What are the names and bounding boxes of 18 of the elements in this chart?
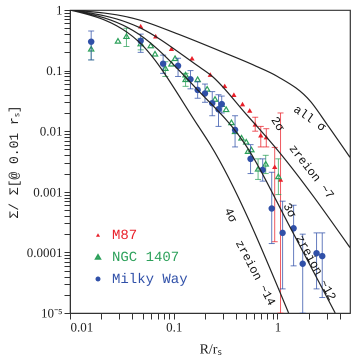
x-axis-title: R/rₛ: [200, 342, 222, 358]
y-tick-label: 0.01: [40, 124, 62, 139]
y-tick-label: 0.0001: [26, 244, 62, 260]
annotation: 2σ: [267, 114, 288, 135]
x-tick-label: 1: [274, 320, 282, 334]
x-tick-label: 0.01: [70, 320, 94, 334]
y-tick-label: 10⁻⁵: [40, 306, 62, 320]
legend-label: M87: [112, 228, 138, 244]
annotation: 4σ: [220, 206, 240, 226]
y-tick-label: 1: [56, 2, 62, 18]
annotation: all σ: [290, 102, 329, 136]
y-tick-label: 0.001: [33, 184, 62, 200]
legend-label: NGC 1407: [112, 250, 180, 266]
y-tick-label: 0.1: [46, 63, 62, 78]
annotation: 3σ: [280, 200, 300, 221]
x-tick-label: 0.1: [166, 320, 182, 334]
y-axis-title: Σ/ Σ[@ 0.01 rₛ]: [6, 105, 22, 219]
legend-label: Milky Way: [112, 272, 188, 288]
